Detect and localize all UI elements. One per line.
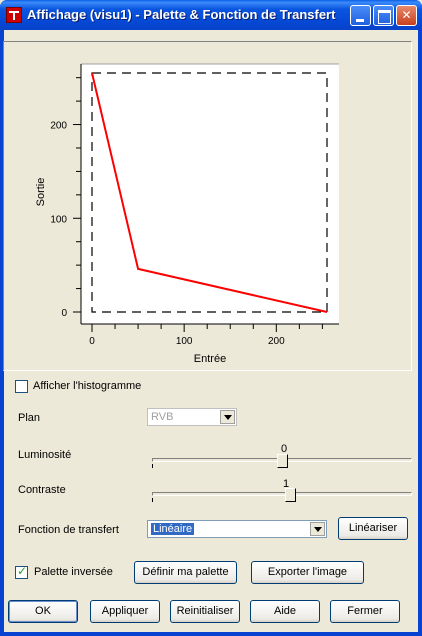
y-tick-label: 0 — [61, 308, 67, 319]
reset-button[interactable]: Reinitialiser — [170, 600, 240, 623]
transfer-curve-line — [91, 72, 328, 313]
title-bar[interactable]: Affichage (visu1) - Palette & Fonction d… — [0, 0, 422, 30]
plan-value: RVB — [151, 411, 174, 423]
close-icon[interactable]: ✕ — [396, 5, 417, 26]
plot-canvas: 0 100 200 0 100 200 Entrée Sortie — [35, 63, 339, 365]
fonction-label: Fonction de transfert — [18, 524, 119, 536]
contraste-slider[interactable] — [152, 492, 412, 496]
define-palette-button[interactable]: Définir ma palette — [134, 561, 237, 584]
x-tick-label: 100 — [176, 336, 193, 347]
palette-inversee-label: Palette inversée — [34, 566, 113, 578]
slider-tick — [152, 498, 153, 502]
fonction-select[interactable]: Linéaire — [147, 520, 327, 538]
y-tick-label: 200 — [50, 121, 67, 132]
ok-button[interactable]: OK — [8, 600, 78, 623]
chevron-down-icon[interactable] — [310, 522, 325, 536]
histogram-label: Afficher l'histogramme — [33, 380, 142, 392]
contraste-slider-thumb[interactable] — [284, 488, 296, 502]
y-axis-label: Sortie — [35, 178, 47, 207]
plot-area — [81, 64, 339, 324]
window-title: Affichage (visu1) - Palette & Fonction d… — [27, 7, 336, 22]
slider-tick — [152, 464, 153, 468]
lineariser-button[interactable]: Linéariser — [338, 517, 408, 540]
chevron-down-icon[interactable] — [220, 410, 235, 424]
luminosite-value: 0 — [281, 443, 288, 455]
maximize-icon[interactable] — [373, 5, 394, 26]
close-button[interactable]: Fermer — [330, 600, 400, 623]
reference-dashed-box — [91, 72, 328, 313]
x-tick-label: 200 — [268, 336, 285, 347]
fonction-value-text: Linéaire — [151, 523, 195, 535]
histogram-checkbox[interactable] — [15, 380, 28, 393]
fonction-value: Linéaire — [151, 523, 195, 535]
luminosite-label: Luminosité — [18, 449, 72, 461]
x-axis-label: Entrée — [194, 353, 226, 365]
apply-button[interactable]: Appliquer — [90, 600, 160, 623]
plan-label: Plan — [18, 412, 41, 424]
app-icon[interactable] — [6, 7, 22, 23]
palette-inversee-checkbox[interactable] — [15, 564, 28, 579]
minimize-icon[interactable] — [350, 5, 371, 26]
y-tick-label: 100 — [50, 214, 67, 225]
help-button[interactable]: Aide — [250, 600, 320, 623]
export-image-button[interactable]: Exporter l'image — [251, 561, 364, 584]
transfer-function-plot: 0 100 200 0 100 200 Entrée Sortie — [3, 41, 412, 371]
contraste-value: 1 — [283, 478, 290, 490]
contraste-label: Contraste — [18, 484, 66, 496]
x-tick-label: 0 — [89, 336, 95, 347]
plan-select[interactable]: RVB — [147, 408, 237, 426]
luminosite-slider-thumb[interactable] — [277, 454, 288, 468]
